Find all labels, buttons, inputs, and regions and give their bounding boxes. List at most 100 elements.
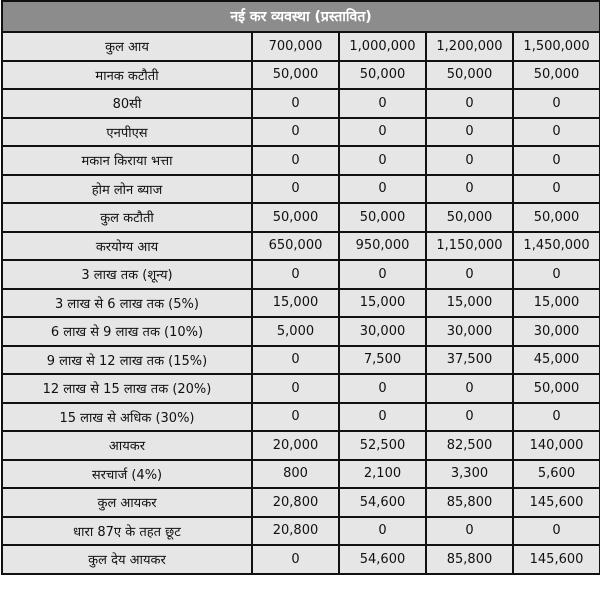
value-cell: 0 [425, 401, 514, 432]
value-cell: 15,000 [338, 287, 427, 318]
value-cell: 0 [251, 401, 340, 432]
value-cell: 30,000 [511, 316, 600, 347]
value-cell: 1,150,000 [425, 230, 514, 261]
value-cell: 0 [511, 88, 600, 119]
value-cell: 0 [251, 544, 340, 575]
row-label: धारा 87ए के तहत छूट [1, 515, 253, 546]
row-label: कुल देय आयकर [1, 544, 253, 575]
table-row: मानक कटौती 50,000 50,000 50,000 50,000 [1, 59, 600, 90]
value-cell: 0 [425, 515, 514, 546]
table-row: सरचार्ज (4%) 800 2,100 3,300 5,600 [1, 458, 600, 489]
value-cell: 0 [338, 145, 427, 176]
value-cell: 0 [511, 173, 600, 204]
value-cell: 37,500 [425, 344, 514, 375]
value-cell: 52,500 [338, 430, 427, 461]
row-label: एनपीएस [1, 116, 253, 147]
value-cell: 50,000 [511, 373, 600, 404]
value-cell: 0 [425, 259, 514, 290]
value-cell: 0 [338, 515, 427, 546]
value-cell: 85,800 [425, 544, 514, 575]
table-header-row: नई कर व्यवस्था (प्रस्तावित) [0, 0, 600, 33]
value-cell: 1,000,000 [338, 31, 427, 62]
row-label: 3 लाख तक (शून्य) [1, 259, 253, 290]
row-label: मानक कटौती [1, 59, 253, 90]
row-label: होम लोन ब्याज [1, 173, 253, 204]
value-cell: 15,000 [425, 287, 514, 318]
table-title: नई कर व्यवस्था (प्रस्तावित) [0, 0, 600, 33]
table-row: एनपीएस 0 0 0 0 [1, 116, 600, 147]
row-label: मकान किराया भत्ता [1, 145, 253, 176]
table-row: कुल आयकर 20,800 54,600 85,800 145,600 [1, 487, 600, 518]
value-cell: 50,000 [511, 59, 600, 90]
value-cell: 0 [511, 401, 600, 432]
value-cell: 0 [425, 173, 514, 204]
value-cell: 0 [251, 259, 340, 290]
table-row: आयकर 20,000 52,500 82,500 140,000 [1, 430, 600, 461]
value-cell: 50,000 [338, 59, 427, 90]
table-row: 3 लाख तक (शून्य) 0 0 0 0 [1, 259, 600, 290]
value-cell: 145,600 [511, 487, 600, 518]
table-row: धारा 87ए के तहत छूट 20,800 0 0 0 [1, 515, 600, 546]
value-cell: 50,000 [511, 202, 600, 233]
value-cell: 20,800 [251, 515, 340, 546]
table-row: कुल देय आयकर 0 54,600 85,800 145,600 [1, 544, 600, 575]
tax-regime-table: नई कर व्यवस्था (प्रस्तावित) कुल आय 700,00… [0, 0, 600, 575]
value-cell: 45,000 [511, 344, 600, 375]
value-cell: 1,500,000 [511, 31, 600, 62]
table-row: 6 लाख से 9 लाख तक (10%) 5,000 30,000 30,000… [1, 316, 600, 347]
table-row: होम लोन ब्याज 0 0 0 0 [1, 173, 600, 204]
value-cell: 950,000 [338, 230, 427, 261]
table-row: 3 लाख से 6 लाख तक (5%) 15,000 15,000 15,000… [1, 287, 600, 318]
value-cell: 0 [251, 173, 340, 204]
value-cell: 20,000 [251, 430, 340, 461]
row-label: 12 लाख से 15 लाख तक (20%) [1, 373, 253, 404]
table-row: 9 लाख से 12 लाख तक (15%) 0 7,500 37,500 45,0… [1, 344, 600, 375]
value-cell: 0 [338, 116, 427, 147]
value-cell: 0 [511, 259, 600, 290]
value-cell: 85,800 [425, 487, 514, 518]
row-label: करयोग्य आय [1, 230, 253, 261]
row-label: आयकर [1, 430, 253, 461]
value-cell: 140,000 [511, 430, 600, 461]
row-label: 15 लाख से अधिक (30%) [1, 401, 253, 432]
table-row: 80सी 0 0 0 0 [1, 88, 600, 119]
table-row: कुल कटौती 50,000 50,000 50,000 50,000 [1, 202, 600, 233]
value-cell: 0 [425, 145, 514, 176]
table-row: कुल आय 700,000 1,000,000 1,200,000 1,500,000 [1, 31, 600, 62]
row-label: कुल आयकर [1, 487, 253, 518]
value-cell: 0 [251, 116, 340, 147]
value-cell: 50,000 [425, 59, 514, 90]
value-cell: 0 [338, 88, 427, 119]
value-cell: 0 [425, 116, 514, 147]
value-cell: 20,800 [251, 487, 340, 518]
value-cell: 0 [251, 88, 340, 119]
value-cell: 650,000 [251, 230, 340, 261]
value-cell: 0 [251, 145, 340, 176]
value-cell: 0 [338, 173, 427, 204]
table-row: मकान किराया भत्ता 0 0 0 0 [1, 145, 600, 176]
value-cell: 54,600 [338, 487, 427, 518]
value-cell: 5,600 [511, 458, 600, 489]
value-cell: 50,000 [251, 59, 340, 90]
value-cell: 1,200,000 [425, 31, 514, 62]
row-label: सरचार्ज (4%) [1, 458, 253, 489]
value-cell: 0 [511, 116, 600, 147]
value-cell: 0 [511, 145, 600, 176]
row-label: 6 लाख से 9 लाख तक (10%) [1, 316, 253, 347]
value-cell: 2,100 [338, 458, 427, 489]
row-label: 3 लाख से 6 लाख तक (5%) [1, 287, 253, 318]
value-cell: 1,450,000 [511, 230, 600, 261]
value-cell: 50,000 [425, 202, 514, 233]
table-row: 12 लाख से 15 लाख तक (20%) 0 0 0 50,000 [1, 373, 600, 404]
value-cell: 0 [251, 373, 340, 404]
row-label: कुल आय [1, 31, 253, 62]
value-cell: 0 [511, 515, 600, 546]
value-cell: 800 [251, 458, 340, 489]
value-cell: 0 [425, 373, 514, 404]
value-cell: 0 [425, 88, 514, 119]
value-cell: 15,000 [511, 287, 600, 318]
value-cell: 50,000 [338, 202, 427, 233]
value-cell: 0 [338, 373, 427, 404]
table-row: 15 लाख से अधिक (30%) 0 0 0 0 [1, 401, 600, 432]
value-cell: 700,000 [251, 31, 340, 62]
